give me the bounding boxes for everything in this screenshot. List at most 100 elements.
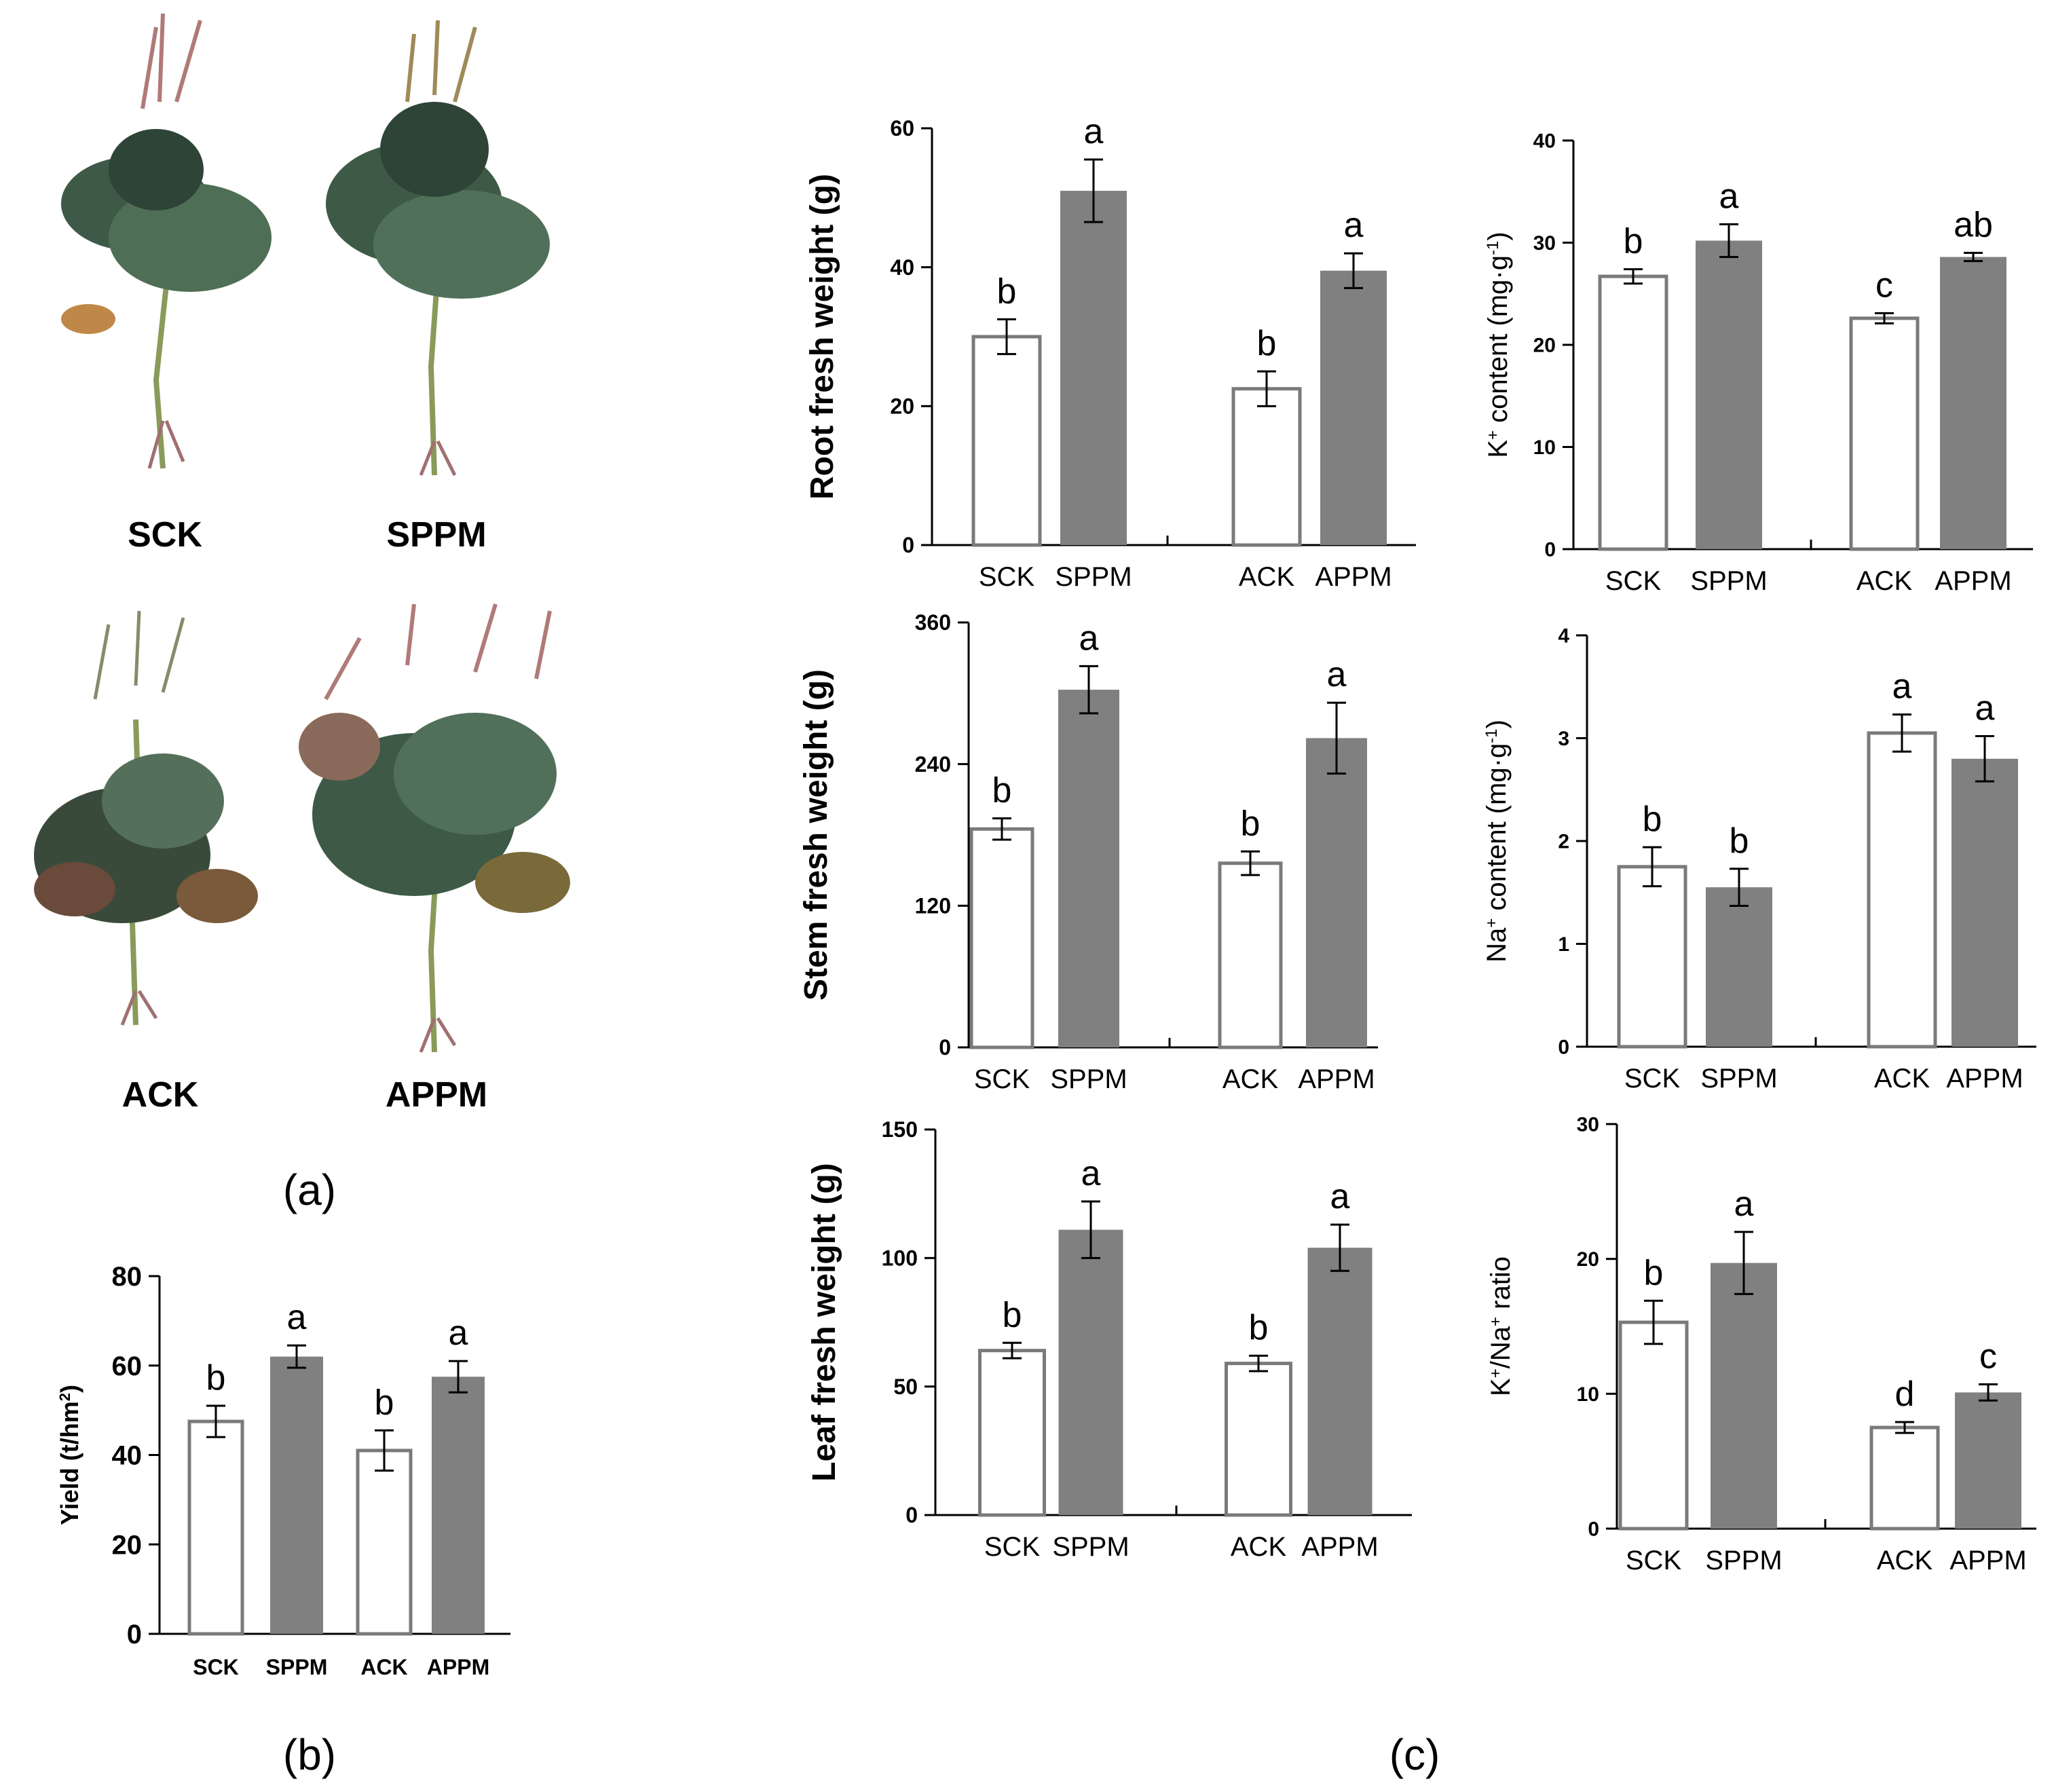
category-label: SPPM — [1050, 1064, 1127, 1094]
bar-sck — [971, 335, 1042, 547]
photo-label-sppm: SPPM — [386, 515, 486, 555]
significance-letter: b — [992, 771, 1012, 810]
y-axis-label: Na+ content (mg·g-1) — [1482, 720, 1512, 963]
y-tick-label: 30 — [1533, 232, 1556, 255]
bar-appm — [1940, 257, 2006, 549]
y-tick-label: 3 — [1558, 728, 1569, 750]
chart-root: 0 20 40 60 b SCK a SPPM b ACK a APPM Root fresh weig… — [804, 112, 1416, 592]
y-tick-label: 0 — [905, 1503, 918, 1527]
category-label: SPPM — [1690, 566, 1767, 596]
significance-letter: b — [1624, 222, 1643, 261]
panel-label-a: (a) — [283, 1165, 336, 1214]
category-label: SCK — [1605, 566, 1662, 596]
photo-panel-a: SCK SPPM ACK APPM — [34, 13, 570, 1115]
bar-sppm — [270, 1356, 323, 1634]
y-axis-label: Root fresh weight (g) — [804, 174, 840, 500]
bar-sck — [978, 1349, 1046, 1517]
y-tick-label: 60 — [112, 1351, 143, 1381]
category-label: APPM — [1315, 562, 1392, 592]
y-tick-label: 0 — [1588, 1518, 1599, 1541]
significance-letter: ab — [1954, 206, 1993, 245]
bar-ack — [1849, 316, 1920, 551]
y-tick-label: 240 — [915, 752, 951, 777]
category-label: SPPM — [1705, 1546, 1782, 1575]
bar-sck — [1618, 1320, 1689, 1531]
y-tick-label: 100 — [882, 1246, 918, 1271]
bar-sppm — [1706, 887, 1772, 1047]
significance-letter: a — [1975, 688, 1995, 728]
y-tick-label: 0 — [1544, 539, 1556, 561]
bar-sck — [1617, 865, 1687, 1049]
y-tick-label: 0 — [127, 1620, 142, 1649]
category-label: SCK — [974, 1064, 1030, 1094]
bar-sck — [1598, 274, 1668, 551]
y-tick-label: 20 — [890, 394, 914, 419]
bar-ack — [1869, 1425, 1940, 1531]
y-tick-label: 40 — [890, 255, 914, 280]
significance-letter: c — [1875, 265, 1893, 305]
y-tick-label: 360 — [915, 610, 951, 635]
y-axis-label: Leaf fresh weight (g) — [806, 1163, 842, 1481]
significance-letter: a — [1344, 206, 1364, 245]
category-label: SPPM — [1055, 562, 1132, 592]
significance-letter: a — [1327, 655, 1347, 694]
bar-ack — [1218, 861, 1283, 1049]
y-tick-label: 0 — [902, 533, 914, 557]
bar-sppm — [1058, 690, 1119, 1047]
significance-letter: a — [287, 1298, 307, 1337]
category-label: SPPM — [266, 1655, 328, 1679]
panel-label-c: (c) — [1389, 1730, 1440, 1779]
y-tick-label: 10 — [1533, 436, 1556, 459]
y-tick-label: 60 — [890, 116, 914, 141]
bar-sck — [187, 1419, 244, 1636]
significance-letter: b — [1003, 1295, 1022, 1334]
significance-letter: a — [1734, 1184, 1754, 1224]
chart-ratio: 0 10 20 30 b SCK a SPPM d ACK c APPM K+/Na+ ratio — [1486, 1114, 2036, 1575]
category-label: ACK — [1856, 566, 1913, 596]
bar-appm — [1955, 1392, 2021, 1529]
significance-letter: a — [1084, 112, 1104, 151]
panel-label-b: (b) — [283, 1730, 336, 1779]
bar-ack — [356, 1449, 413, 1636]
y-tick-label: 1 — [1558, 933, 1569, 956]
chart-stem: 0 120 240 360 b SCK a SPPM b ACK a APPM Stem fresh w… — [798, 610, 1378, 1094]
y-axis-label: K+/Na+ ratio — [1486, 1256, 1516, 1396]
plant-illustration-appm — [299, 603, 570, 1053]
chart-leaf: 0 50 100 150 b SCK a SPPM b ACK a APPM Leaf fresh we… — [806, 1117, 1412, 1562]
y-tick-label: 4 — [1558, 625, 1569, 648]
category-label: SCK — [979, 562, 1035, 592]
bar-appm — [432, 1377, 485, 1634]
y-tick-label: 20 — [1577, 1248, 1599, 1271]
y-tick-label: 50 — [893, 1375, 918, 1399]
bar-sppm — [1711, 1263, 1777, 1529]
category-label: ACK — [360, 1655, 407, 1679]
category-label: APPM — [427, 1655, 489, 1679]
y-tick-label: 20 — [112, 1530, 143, 1560]
significance-letter: b — [997, 272, 1017, 311]
category-label: SPPM — [1052, 1532, 1129, 1562]
significance-letter: a — [1081, 1154, 1101, 1193]
category-label: ACK — [1231, 1532, 1287, 1562]
bar-sck — [969, 827, 1034, 1049]
bar-appm — [1306, 738, 1367, 1047]
bar-appm — [1320, 270, 1387, 545]
significance-letter: b — [1644, 1253, 1664, 1292]
category-label: APPM — [1935, 566, 2011, 596]
y-tick-label: 40 — [1533, 130, 1556, 153]
photo-label-ack: ACK — [122, 1075, 199, 1115]
category-label: APPM — [1298, 1064, 1375, 1094]
y-tick-label: 0 — [939, 1035, 951, 1060]
category-label: APPM — [1301, 1532, 1378, 1562]
y-tick-label: 2 — [1558, 831, 1569, 853]
y-axis-label: K+ content (mg·g-1) — [1483, 231, 1513, 458]
significance-letter: b — [375, 1383, 394, 1422]
significance-letter: a — [1079, 618, 1099, 658]
significance-letter: b — [206, 1358, 226, 1398]
y-tick-label: 80 — [112, 1262, 143, 1292]
bar-ack — [1867, 731, 1937, 1049]
category-label: SCK — [1624, 1064, 1681, 1094]
significance-letter: b — [1257, 324, 1277, 363]
category-label: SCK — [1626, 1546, 1682, 1575]
y-tick-label: 30 — [1577, 1114, 1599, 1136]
significance-letter: a — [1892, 667, 1912, 707]
